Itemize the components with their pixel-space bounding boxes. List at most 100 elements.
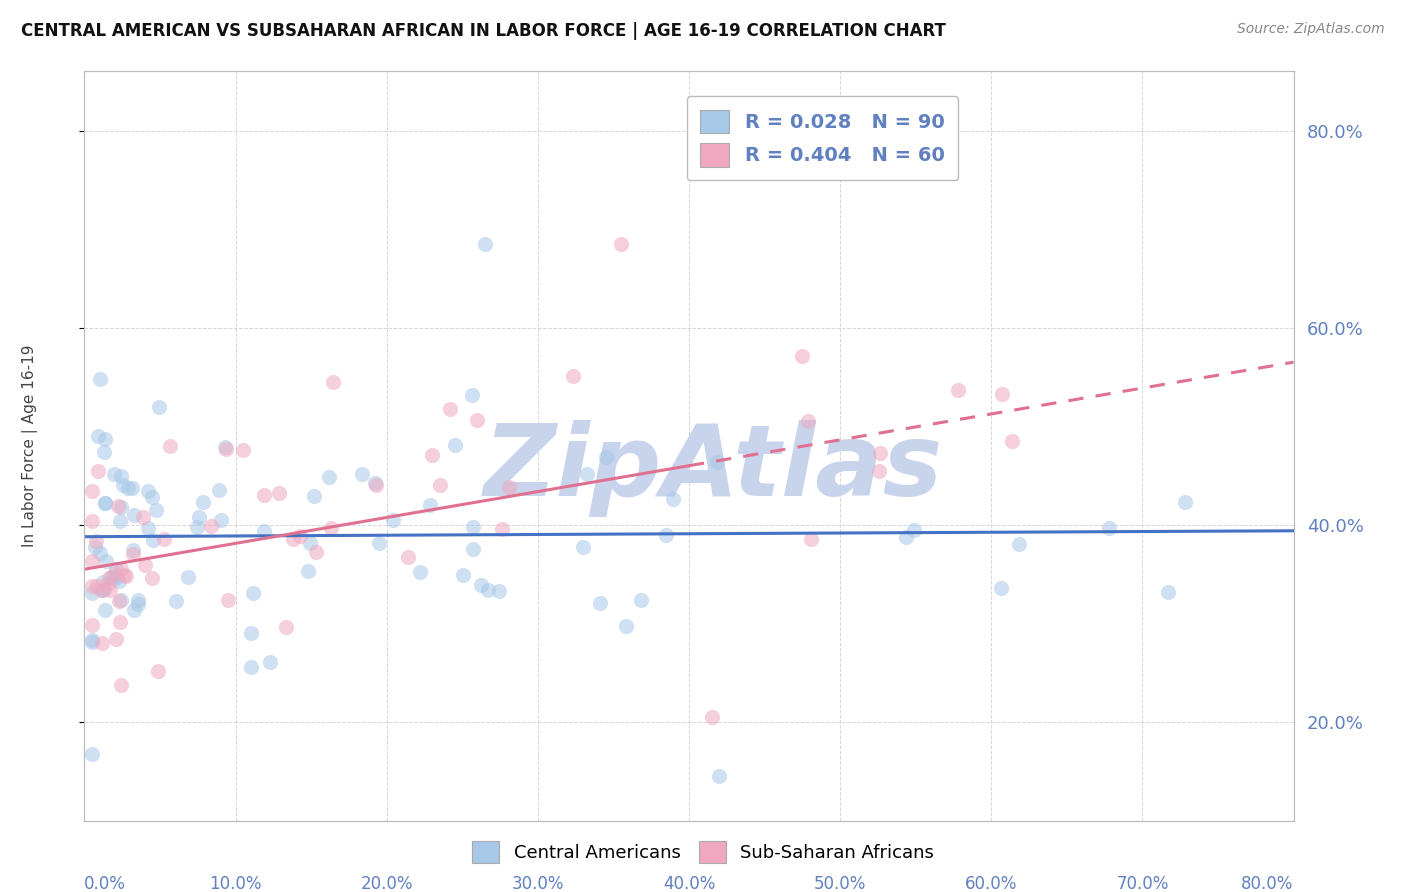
Point (159, 439, 181, 453)
Point (267, 486, 290, 500)
Point (94, 496, 117, 510)
Point (706, 455, 728, 469)
Point (709, 769, 731, 783)
Point (98, 582, 121, 597)
Point (186, 520, 208, 534)
Text: 40.0%: 40.0% (662, 875, 716, 892)
Point (177, 570, 200, 584)
Point (134, 558, 156, 573)
Point (110, 500, 132, 514)
Point (396, 550, 419, 565)
Point (104, 566, 127, 580)
Point (104, 562, 127, 576)
Point (110, 678, 132, 692)
Point (96, 554, 118, 568)
Text: In Labor Force | Age 16-19: In Labor Force | Age 16-19 (22, 344, 38, 548)
Point (93, 445, 115, 459)
Point (91, 575, 114, 590)
Point (444, 438, 467, 452)
Point (283, 532, 305, 546)
Point (253, 488, 276, 502)
Point (302, 489, 325, 503)
Point (122, 547, 145, 561)
Legend: R = 0.028   N = 90, R = 0.404   N = 60: R = 0.028 N = 90, R = 0.404 N = 60 (686, 96, 959, 180)
Point (903, 523, 925, 537)
Point (86, 533, 108, 548)
Point (80, 579, 103, 593)
Point (80, 585, 103, 599)
Point (319, 521, 342, 535)
Point (463, 542, 485, 557)
Text: Source: ZipAtlas.com: Source: ZipAtlas.com (1237, 22, 1385, 37)
Point (217, 593, 239, 607)
Point (122, 508, 145, 523)
Point (470, 577, 492, 591)
Point (153, 533, 176, 547)
Point (610, 236, 633, 251)
Point (253, 524, 276, 539)
Point (1097, 521, 1119, 535)
Point (141, 533, 163, 547)
Point (215, 442, 238, 457)
Point (1008, 537, 1031, 551)
Point (420, 448, 443, 462)
Point (107, 594, 129, 608)
Point (894, 530, 917, 544)
Point (214, 440, 236, 454)
Point (87, 464, 110, 478)
Point (465, 412, 488, 426)
Point (408, 566, 430, 580)
Point (451, 568, 474, 582)
Point (80, 514, 103, 528)
Point (562, 369, 585, 384)
Point (322, 375, 344, 389)
Text: ZipAtlas: ZipAtlas (484, 420, 943, 517)
Point (127, 593, 149, 607)
Point (80, 618, 103, 632)
Text: 0.0%: 0.0% (84, 875, 127, 892)
Point (145, 503, 167, 517)
Point (80, 554, 103, 568)
Point (122, 603, 145, 617)
Point (121, 542, 143, 557)
Point (868, 464, 890, 478)
Point (86, 579, 108, 593)
Point (127, 597, 149, 611)
Text: 30.0%: 30.0% (512, 875, 564, 892)
Point (105, 570, 128, 584)
Point (232, 443, 254, 458)
Point (662, 492, 685, 507)
Point (576, 467, 599, 482)
Point (1157, 585, 1180, 599)
Point (474, 236, 496, 251)
Point (80, 747, 103, 762)
Point (614, 619, 637, 633)
Text: 20.0%: 20.0% (360, 875, 413, 892)
Text: 80.0%: 80.0% (1241, 875, 1294, 892)
Point (1000, 434, 1022, 449)
Point (200, 519, 222, 533)
Point (364, 476, 387, 491)
Point (990, 581, 1012, 595)
Point (117, 482, 139, 496)
Point (91, 582, 114, 597)
Point (439, 402, 461, 417)
Point (141, 490, 163, 504)
Point (132, 510, 155, 524)
Point (288, 529, 311, 543)
Point (242, 586, 264, 600)
Point (792, 349, 814, 363)
Point (240, 659, 263, 673)
Point (366, 477, 388, 491)
Point (121, 481, 143, 495)
Point (82, 635, 104, 649)
Point (239, 626, 262, 640)
Point (350, 467, 373, 481)
Point (93, 602, 115, 616)
Point (368, 536, 391, 550)
Point (589, 596, 612, 610)
Point (463, 520, 485, 534)
Point (110, 593, 132, 607)
Point (477, 582, 499, 597)
Point (429, 478, 451, 492)
